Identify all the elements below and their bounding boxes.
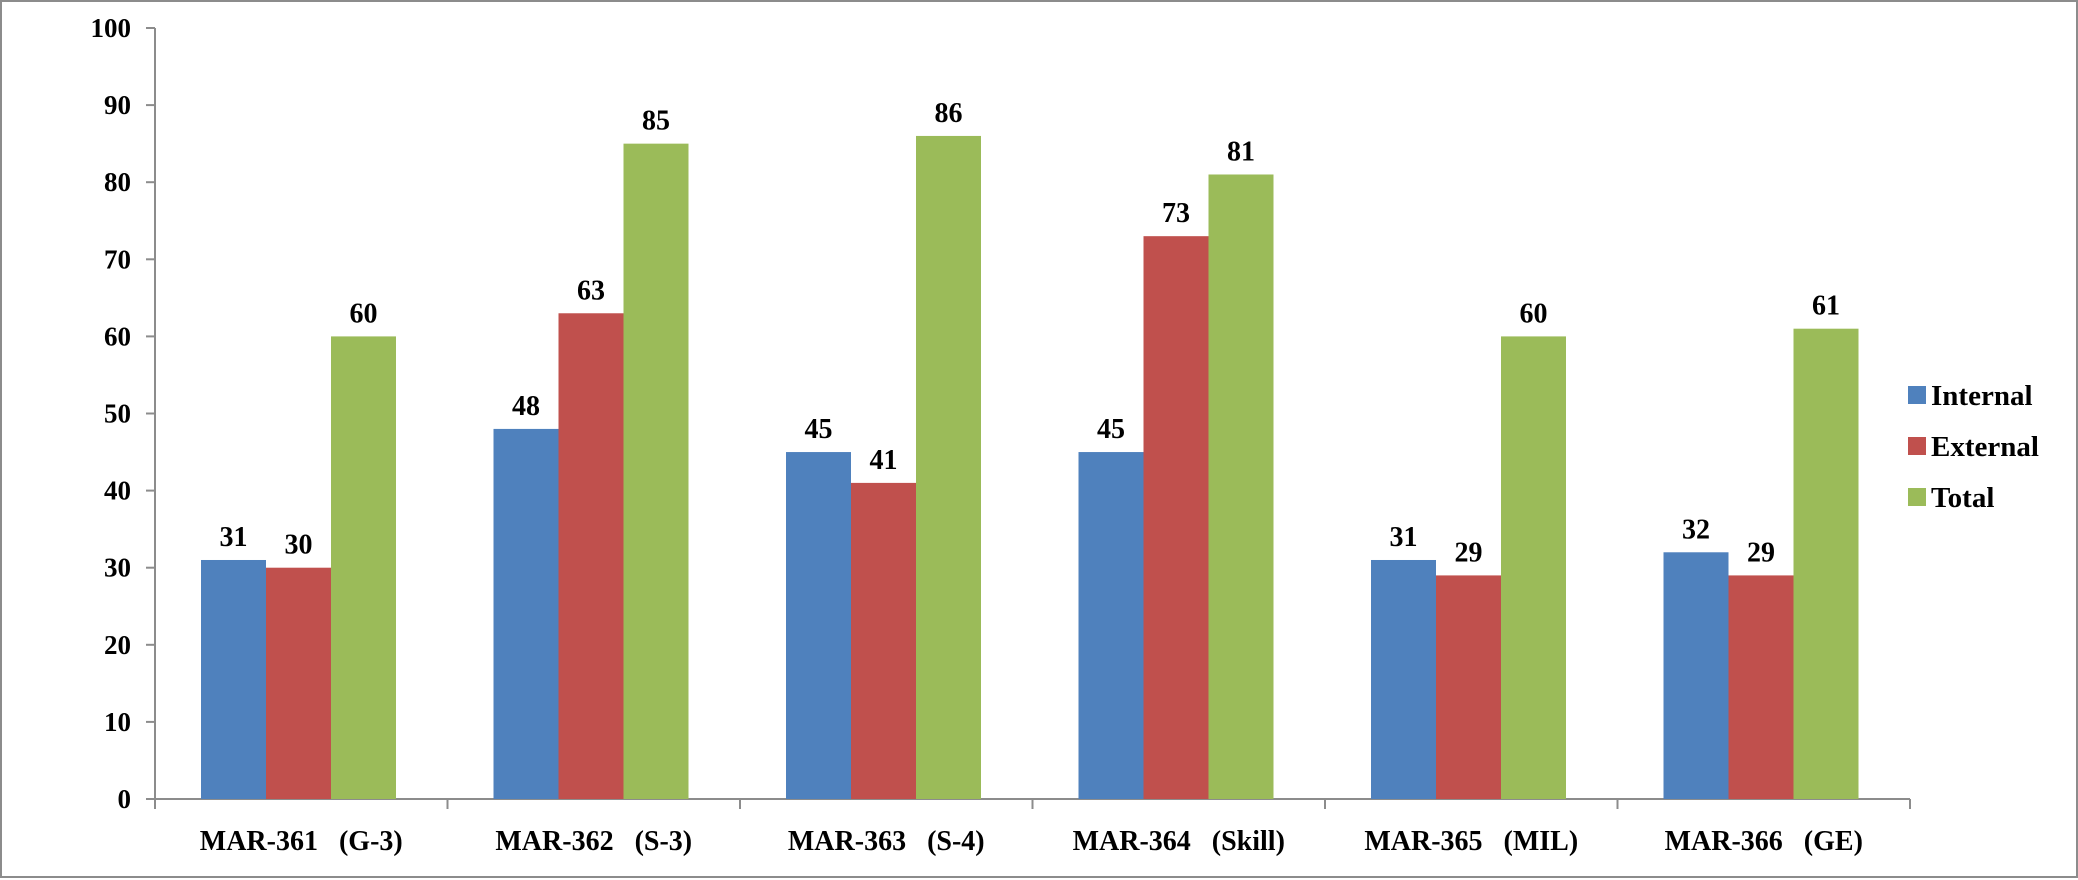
x-category-label: MAR-362 (S-3) xyxy=(495,826,692,857)
bar-total xyxy=(623,143,689,799)
chart-bars xyxy=(201,135,1859,800)
y-tick-label: 70 xyxy=(104,244,131,274)
y-tick-label: 0 xyxy=(118,784,132,814)
bar-external xyxy=(1436,575,1501,799)
legend-label-total: Total xyxy=(1931,482,1994,514)
bar-internal xyxy=(786,452,851,799)
data-label: 60 xyxy=(350,298,378,329)
chart-legend: Internal External Total xyxy=(1908,380,2039,514)
bar-total xyxy=(1793,328,1859,799)
data-label: 85 xyxy=(642,106,670,137)
data-label: 45 xyxy=(1097,414,1125,445)
data-label: 30 xyxy=(285,530,313,561)
chart-labels: 0 10 20 30 40 50 60 70 80 90 100 31 30 60 MAR-361 (G-3… xyxy=(91,13,1863,857)
data-label: 73 xyxy=(1162,198,1190,229)
x-category-label: MAR-366 (GE) xyxy=(1665,826,1863,857)
bar-total xyxy=(331,336,396,799)
data-label: 48 xyxy=(512,391,540,422)
bar-internal xyxy=(201,559,266,799)
data-label: 63 xyxy=(577,275,605,306)
legend-label-external: External xyxy=(1931,431,2039,463)
x-category-label: MAR-365 (MIL) xyxy=(1364,826,1578,857)
y-tick-label: 90 xyxy=(104,90,131,120)
bar-internal xyxy=(1663,552,1729,799)
legend-swatch-internal xyxy=(1908,386,1926,404)
data-label: 86 xyxy=(935,98,963,129)
y-tick-label: 10 xyxy=(104,707,131,737)
y-tick-label: 50 xyxy=(104,399,131,429)
legend-swatch-external xyxy=(1908,437,1926,455)
data-label: 31 xyxy=(220,522,248,553)
data-label: 41 xyxy=(870,445,898,476)
y-tick-label: 30 xyxy=(104,553,131,583)
bar-total xyxy=(1501,336,1566,799)
bar-total xyxy=(916,135,981,799)
bar-external xyxy=(851,482,916,799)
bar-internal xyxy=(1371,559,1436,799)
data-label: 45 xyxy=(805,414,833,445)
y-tick-label: 40 xyxy=(104,476,131,506)
x-category-label: MAR-364 (Skill) xyxy=(1073,826,1285,857)
data-label: 29 xyxy=(1455,537,1483,568)
bar-internal xyxy=(1078,452,1144,799)
bar-external xyxy=(558,313,624,799)
bar-total xyxy=(1208,174,1274,800)
x-category-label: MAR-361 (G-3) xyxy=(200,826,403,857)
legend-label-internal: Internal xyxy=(1931,380,2033,412)
y-tick-label: 20 xyxy=(104,630,131,660)
legend-swatch-total xyxy=(1908,488,1926,506)
bar-external xyxy=(266,567,331,799)
data-label: 61 xyxy=(1812,291,1840,322)
data-label: 60 xyxy=(1520,298,1548,329)
x-category-label: MAR-363 (S-4) xyxy=(788,826,985,857)
bar-internal xyxy=(493,428,559,799)
y-tick-label: 60 xyxy=(104,321,131,351)
bar-external xyxy=(1728,575,1794,799)
data-label: 81 xyxy=(1227,136,1255,167)
data-label: 29 xyxy=(1747,537,1775,568)
bar-external xyxy=(1143,236,1209,800)
data-label: 31 xyxy=(1390,522,1418,553)
y-tick-label: 100 xyxy=(91,13,132,43)
y-tick-label: 80 xyxy=(104,167,131,197)
chart-axes xyxy=(146,27,1911,809)
data-label: 32 xyxy=(1682,514,1710,545)
